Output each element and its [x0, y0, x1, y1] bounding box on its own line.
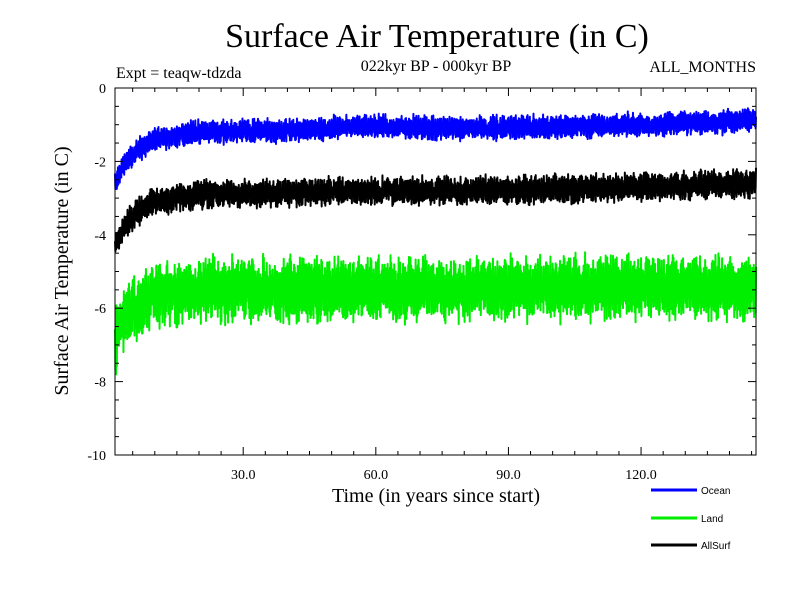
plot-lines: [114, 107, 757, 376]
y-axis-label: Surface Air Temperature (in C): [51, 146, 73, 395]
chart-title: Surface Air Temperature (in C): [225, 18, 649, 55]
series-line-land: [114, 251, 757, 376]
axis-ticks: [115, 87, 756, 456]
y-tick-label: -4: [94, 229, 106, 244]
y-tick-label: 0: [99, 82, 106, 97]
y-tick-label: -10: [87, 449, 106, 464]
x-tick-label: 60.0: [364, 468, 389, 483]
x-tick-label: 120.0: [625, 468, 657, 483]
legend-label-allsurf: AllSurf: [701, 541, 731, 552]
y-tick-label: -8: [94, 376, 106, 391]
legend: Ocean Land AllSurf: [651, 486, 731, 552]
x-axis-label: Time (in years since start): [332, 485, 540, 507]
months-label: ALL_MONTHS: [649, 59, 756, 76]
experiment-label: Expt = teaqw-tdzda: [116, 65, 241, 82]
y-tick-label: -2: [94, 155, 106, 170]
legend-label-land: Land: [701, 514, 723, 525]
series-line-ocean: [114, 107, 757, 191]
x-tick-label: 90.0: [496, 468, 521, 483]
series-line-allsurf: [114, 167, 757, 253]
chart-subtitle: 022kyr BP - 000kyr BP: [361, 58, 512, 75]
y-tick-label: -6: [94, 302, 106, 317]
legend-label-ocean: Ocean: [701, 486, 730, 497]
x-tick-label: 30.0: [231, 468, 256, 483]
tick-labels: 0 -2 -4 -6 -8 -10 30.0 60.0 90.0 120.0: [87, 82, 656, 483]
